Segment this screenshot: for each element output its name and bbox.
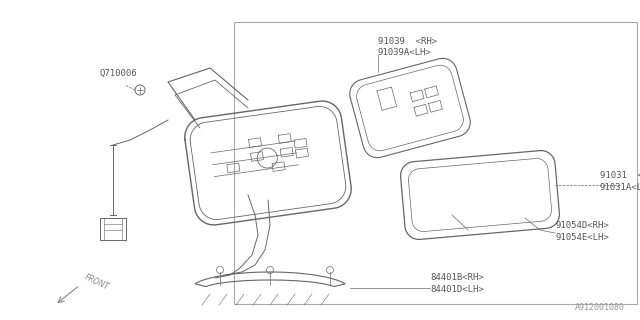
Text: 84401D<LH>: 84401D<LH> [430, 285, 484, 294]
Text: 91054D<RH>: 91054D<RH> [556, 221, 610, 230]
Text: 91039A<LH>: 91039A<LH> [378, 48, 432, 57]
Text: 91031A<LH>: 91031A<LH> [600, 183, 640, 192]
Text: FRONT: FRONT [83, 272, 110, 292]
Text: 91039  <RH>: 91039 <RH> [378, 37, 437, 46]
Text: 91054E<LH>: 91054E<LH> [556, 233, 610, 242]
Bar [234, 22, 637, 304]
Text: A912001080: A912001080 [575, 303, 625, 312]
Bar [100, 218, 126, 240]
Text: 91031  <RH>: 91031 <RH> [600, 171, 640, 180]
Text: Q710006: Q710006 [100, 69, 138, 78]
Text: 84401B<RH>: 84401B<RH> [430, 273, 484, 282]
